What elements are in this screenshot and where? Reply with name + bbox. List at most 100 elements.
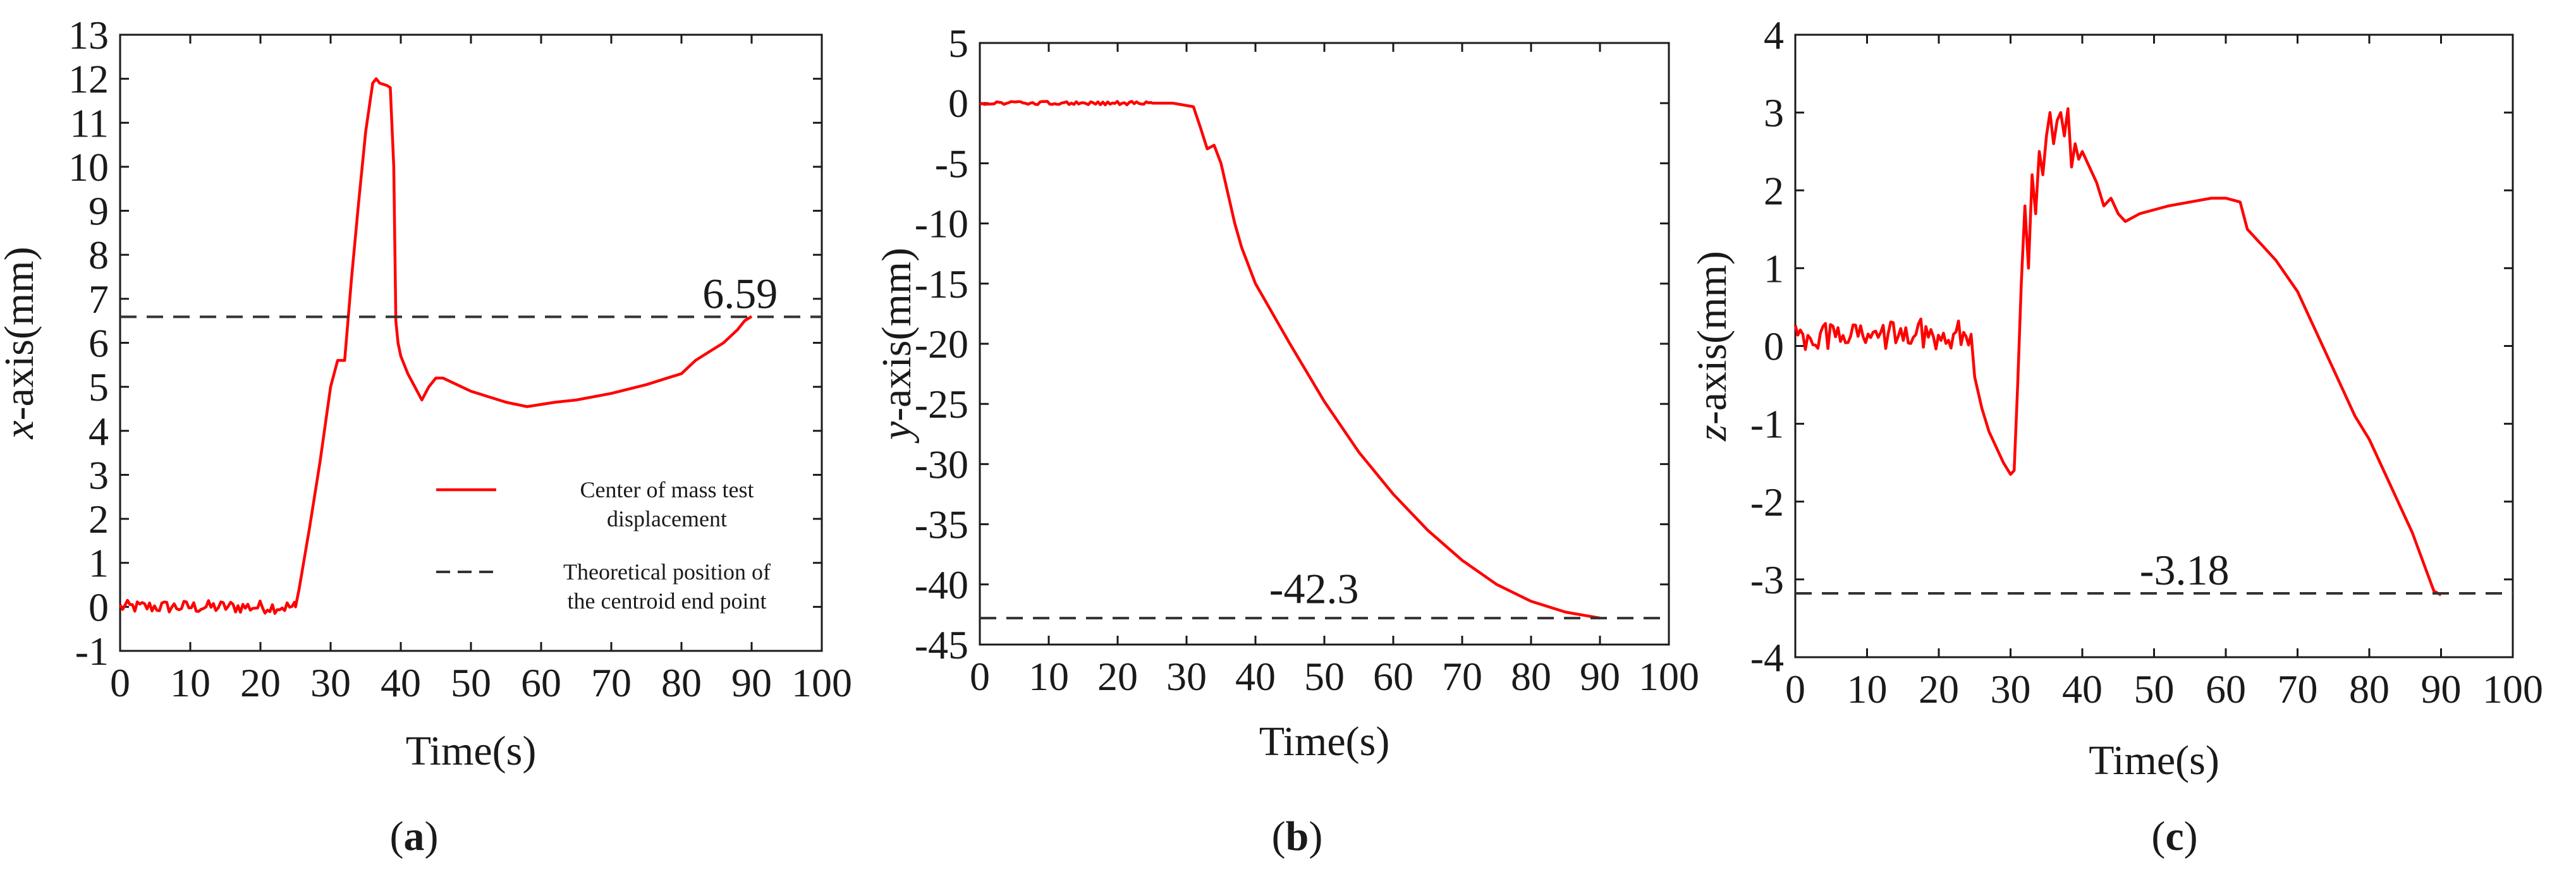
y-axis-title-variable: y (874, 421, 920, 444)
y-tick-label: 4 (89, 409, 109, 454)
x-tick-label: 60 (2206, 667, 2246, 712)
panel-label-letter: b (1286, 813, 1309, 859)
y-axis-title-variable: x (0, 420, 42, 439)
x-tick-label: 30 (1991, 667, 2031, 712)
x-tick-label: 100 (2482, 667, 2543, 712)
legend-label-theoretical: Theoretical position of the centroid end … (563, 559, 771, 614)
y-tick-label: -1 (1750, 402, 1784, 447)
legend-label-line: Center of mass test (580, 477, 754, 502)
y-tick-label: 2 (1764, 168, 1784, 213)
x-tick-label: 70 (1442, 654, 1482, 699)
legend-label-line: the centroid end point (568, 588, 767, 614)
legend-label-line: Theoretical position of (563, 559, 771, 585)
y-tick-label: 13 (68, 13, 109, 58)
panel-c: 0 10 20 30 40 50 60 70 80 90 100 -4 -3 -2 -1 0 1 2 3 4 Time(… (1689, 13, 2543, 859)
y-tick-label: 1 (1764, 246, 1784, 291)
x-tick-label: 90 (1580, 654, 1620, 699)
panel-label-close-paren: ) (2184, 813, 2198, 859)
x-tick-label: 70 (2278, 667, 2318, 712)
x-tick-label: 80 (2349, 667, 2390, 712)
panel-label: (b) (1272, 813, 1323, 859)
x-tick-label: 20 (1919, 667, 1959, 712)
y-tick-label: -1 (75, 629, 109, 674)
x-tick-label: 60 (1373, 654, 1413, 699)
y-tick-label: 0 (89, 585, 109, 629)
y-tick-label: -4 (1750, 635, 1784, 680)
panel-a: 0 10 20 30 40 50 60 70 80 90 100-10123456789101112… (0, 13, 852, 859)
reference-value-label: -3.18 (2140, 546, 2230, 594)
x-axis-title: Time(s) (2089, 737, 2219, 784)
y-tick-label: -25 (915, 382, 968, 427)
x-tick-label: 10 (170, 660, 211, 705)
y-axis-title-unit: -axis(mm) (0, 246, 42, 420)
y-axis-title: x-axis(mm) (0, 246, 42, 439)
panel-label-letter: a (404, 813, 425, 859)
y-tick-label: -35 (915, 502, 968, 547)
x-tick-label: 0 (110, 660, 130, 705)
reference-value-label: -42.3 (1269, 565, 1359, 613)
x-tick-label: 60 (521, 660, 561, 705)
series-line (119, 77, 753, 615)
y-tick-label: 12 (68, 57, 109, 102)
panel-label-open-paren: ( (2151, 813, 2165, 859)
x-tick-label: 10 (1029, 654, 1069, 699)
panel-label-open-paren: ( (390, 813, 404, 859)
x-tick-label: 30 (1166, 654, 1207, 699)
panel-label-close-paren: ) (425, 813, 439, 859)
x-tick-label: 40 (381, 660, 421, 705)
x-tick-label: 100 (1639, 654, 1699, 699)
x-tick-label: 20 (240, 660, 281, 705)
y-axis-title-variable: z (1689, 425, 1735, 442)
series-line (979, 100, 1601, 620)
y-axis-title: y-axis(mm) (874, 248, 920, 444)
legend-label-test: Center of mass test displacement (580, 477, 754, 531)
x-tick-label: 50 (451, 660, 491, 705)
y-tick-label: 10 (68, 145, 109, 190)
reference-value-label: 6.59 (702, 269, 778, 317)
y-tick-label: -30 (915, 442, 968, 487)
y-tick-label: -20 (915, 322, 968, 367)
y-tick-label: -45 (915, 622, 968, 667)
y-tick-label: 5 (948, 21, 968, 66)
y-axis-title: z-axis(mm) (1689, 251, 1735, 442)
x-axis-title: Time(s) (406, 728, 537, 774)
y-tick-label: 9 (89, 189, 109, 234)
x-tick-label: 0 (1785, 667, 1805, 712)
panel-label: (a) (390, 813, 439, 859)
y-tick-label: -5 (935, 141, 968, 186)
y-tick-label: -2 (1750, 480, 1784, 524)
legend-label-line: displacement (607, 506, 727, 531)
x-tick-label: 70 (591, 660, 632, 705)
y-tick-label: -15 (915, 262, 968, 306)
panel-label-letter: c (2165, 813, 2183, 859)
x-tick-label: 10 (1847, 667, 1888, 712)
y-axis-title-unit: -axis(mm) (874, 248, 920, 421)
x-tick-label: 80 (1511, 654, 1551, 699)
y-tick-label: -3 (1750, 557, 1784, 602)
y-tick-label: 7 (89, 277, 109, 322)
y-tick-label: 8 (89, 233, 109, 277)
y-axis-title-unit: -axis(mm) (1689, 251, 1735, 425)
y-tick-label: 0 (948, 81, 968, 126)
y-tick-label: -10 (915, 202, 968, 246)
y-tick-label: -40 (915, 562, 968, 607)
panel-label: (c) (2151, 813, 2197, 859)
y-tick-label: 2 (89, 497, 109, 542)
y-tick-label: 1 (89, 541, 109, 586)
y-tick-label: 6 (89, 321, 109, 366)
x-tick-label: 50 (1304, 654, 1345, 699)
y-tick-label: 3 (89, 452, 109, 497)
y-tick-label: 3 (1764, 90, 1784, 135)
y-tick-label: 0 (1764, 324, 1784, 369)
panel-label-open-paren: ( (1272, 813, 1286, 859)
x-tick-label: 90 (2421, 667, 2462, 712)
x-tick-label: 40 (1235, 654, 1276, 699)
y-tick-label: 11 (70, 100, 109, 145)
x-tick-label: 50 (2134, 667, 2175, 712)
series-line (1793, 107, 2442, 597)
panel-b: 0 10 20 30 40 50 60 70 80 90 100 -45 -40 -35 -30 -25 -20… (874, 21, 1699, 859)
x-tick-label: 20 (1097, 654, 1138, 699)
panel-label-close-paren: ) (1309, 813, 1322, 859)
